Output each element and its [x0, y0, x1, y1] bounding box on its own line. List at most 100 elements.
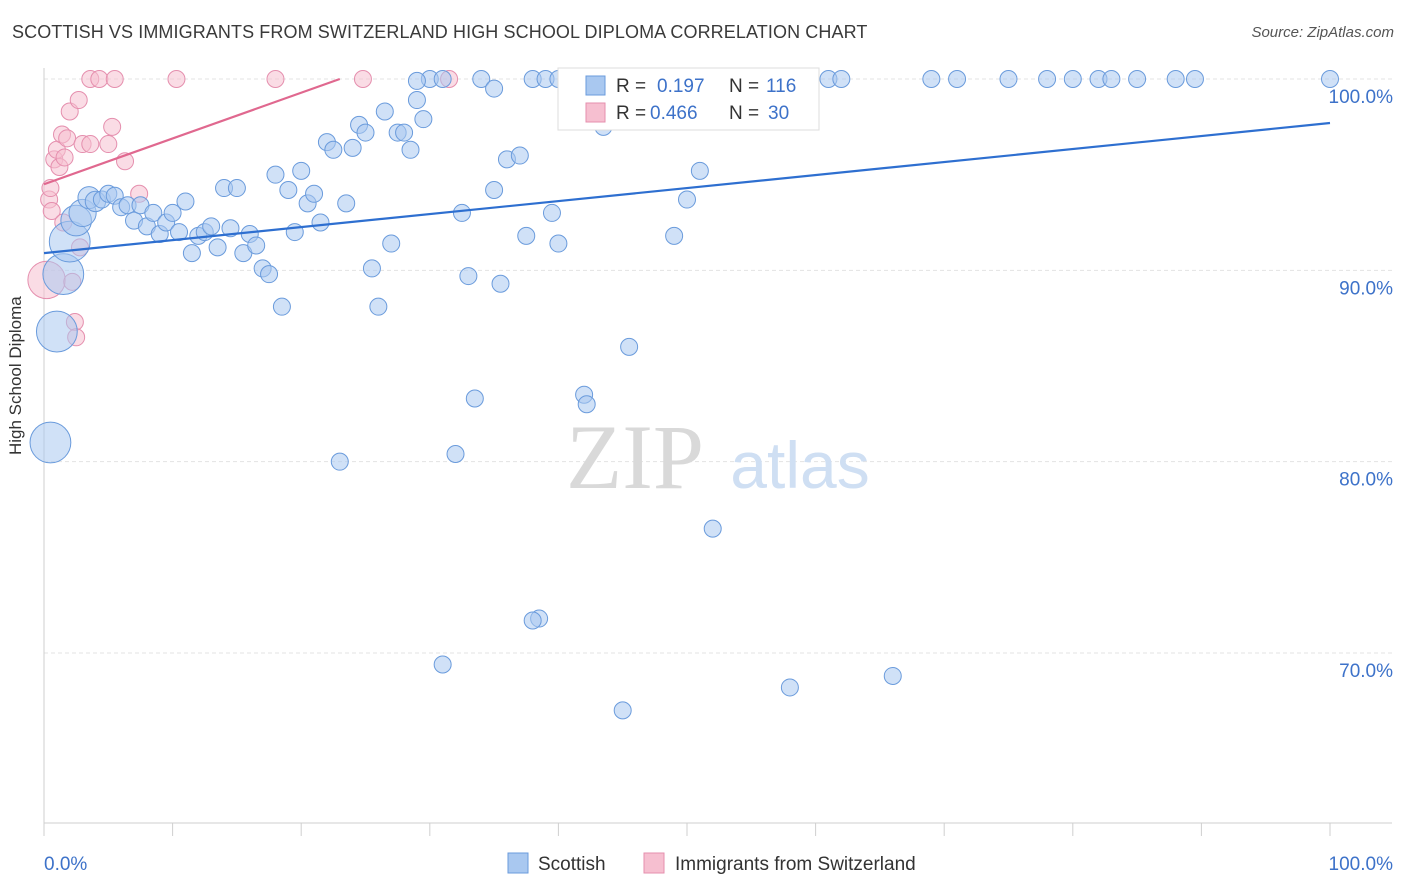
- scottish-point: [452, 203, 471, 222]
- legend-r-value-1: 0.197: [657, 76, 705, 97]
- bottom-legend: Scottish Immigrants from Switzerland: [507, 852, 916, 875]
- swiss-point: [99, 135, 118, 154]
- scottish-point: [208, 238, 227, 257]
- scottish-point: [549, 234, 568, 253]
- scottish-point: [1038, 70, 1057, 88]
- scottish-point: [1128, 70, 1147, 88]
- watermark-atlas: atlas: [730, 428, 869, 502]
- scottish-point: [407, 71, 426, 90]
- y-tick-label: 100.0%: [1329, 87, 1394, 108]
- swiss-point: [167, 70, 186, 88]
- scottish-point: [279, 180, 298, 199]
- swiss-point: [90, 70, 109, 88]
- scottish-point: [485, 180, 504, 199]
- scottish-point: [485, 79, 504, 98]
- scottish-point: [330, 452, 349, 471]
- scottish-point: [433, 70, 452, 88]
- legend-n-label-1: N =: [729, 76, 759, 97]
- swiss-trend-line: [43, 77, 341, 186]
- watermark-zip: ZIP: [566, 406, 704, 508]
- swiss-point: [42, 202, 61, 221]
- swiss-point: [58, 129, 77, 148]
- scottish-point: [703, 519, 722, 538]
- axes: [43, 68, 1392, 836]
- scottish-point: [510, 146, 529, 165]
- scottish-point: [517, 226, 536, 245]
- scottish-point: [620, 337, 639, 356]
- scottish-point: [382, 234, 401, 253]
- y-tick-labels: 70.0% 80.0% 90.0% 100.0%: [1329, 87, 1394, 682]
- scottish-point: [247, 236, 266, 255]
- scottish-point: [433, 655, 452, 674]
- y-tick-label: 80.0%: [1339, 470, 1393, 491]
- scottish-point: [29, 421, 72, 464]
- stats-legend: R = 0.197 N = 116 R = 0.466 N = 30: [557, 67, 820, 131]
- legend-r-label-2: R =: [616, 103, 646, 124]
- scottish-point: [1166, 70, 1185, 88]
- bottom-legend-label-scottish: Scottish: [538, 854, 606, 875]
- scottish-point: [491, 274, 510, 293]
- scottish-point: [832, 70, 851, 88]
- scottish-point: [337, 194, 356, 213]
- scottish-point: [395, 123, 414, 142]
- x-tick-labels: 0.0% 100.0%: [44, 854, 1393, 875]
- legend-n-value-1: 116: [766, 76, 796, 97]
- scottish-point: [35, 310, 78, 353]
- scottish-point: [260, 265, 279, 284]
- legend-n-label-2: N =: [729, 103, 759, 124]
- legend-swatch-scottish: [585, 75, 606, 96]
- swiss-point: [105, 70, 124, 88]
- swiss-point: [81, 135, 100, 154]
- scottish-point: [1185, 70, 1204, 88]
- scottish-point: [678, 190, 696, 209]
- scottish-point: [401, 140, 420, 159]
- watermark: ZIP atlas: [566, 406, 870, 508]
- legend-swatch-swiss: [585, 102, 606, 123]
- swiss-point: [55, 148, 74, 167]
- gridlines: [44, 78, 1392, 654]
- x-tick-label-min: 0.0%: [44, 854, 87, 875]
- scottish-trend-line: [43, 121, 1331, 255]
- scottish-point: [1063, 70, 1082, 88]
- scottish-point: [883, 666, 902, 685]
- scottish-point: [999, 70, 1018, 88]
- scottish-point: [542, 203, 561, 222]
- bottom-legend-swatch-scottish: [507, 852, 529, 874]
- scottish-point: [414, 110, 433, 129]
- scottish-point: [272, 297, 291, 316]
- scottish-point: [182, 244, 201, 263]
- scottish-point: [446, 445, 465, 464]
- scottish-point: [523, 611, 542, 630]
- swiss-point: [353, 70, 372, 88]
- scottish-point: [665, 226, 684, 245]
- scottish-point: [375, 102, 394, 121]
- chart-title: SCOTTISH VS IMMIGRANTS FROM SWITZERLAND …: [12, 22, 868, 42]
- scottish-point: [227, 179, 246, 198]
- scottish-point: [690, 161, 709, 180]
- legend-r-value-2: 0.466: [650, 103, 698, 124]
- scottish-points: [29, 70, 1339, 720]
- scottish-point: [324, 140, 343, 159]
- scottish-point: [170, 223, 189, 242]
- x-tick-label-max: 100.0%: [1329, 854, 1394, 875]
- scottish-point: [459, 267, 478, 286]
- bottom-legend-swatch-swiss: [643, 852, 665, 874]
- scottish-point: [221, 219, 240, 238]
- scottish-point: [343, 138, 362, 157]
- scottish-point: [922, 70, 941, 88]
- legend-r-label-1: R =: [616, 76, 646, 97]
- scottish-point: [613, 701, 632, 720]
- scottish-point: [311, 213, 330, 232]
- scottish-point: [163, 203, 182, 222]
- swiss-point: [69, 91, 88, 110]
- y-tick-label: 70.0%: [1339, 661, 1393, 682]
- scottish-point: [266, 165, 285, 184]
- scottish-point: [362, 259, 381, 278]
- scottish-point: [176, 192, 195, 211]
- trend-lines: [43, 77, 1331, 255]
- scottish-point: [577, 395, 596, 414]
- scottish-point: [369, 297, 388, 316]
- scottish-point: [202, 217, 221, 236]
- scottish-point: [144, 203, 163, 222]
